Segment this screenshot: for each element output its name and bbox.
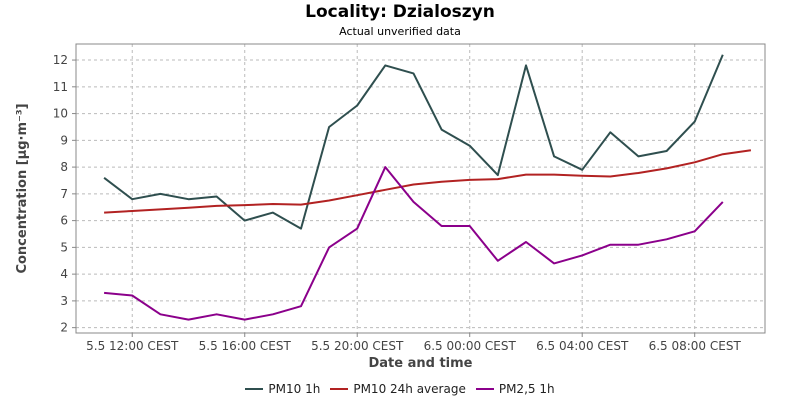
y-tick-label: 6: [60, 214, 68, 228]
y-tick-label: 8: [60, 160, 68, 174]
legend-swatch: [330, 388, 349, 390]
series-line-1: [104, 149, 752, 214]
legend: PM10 1h PM10 24h average PM2,5 1h: [0, 382, 800, 396]
chart-title: Locality: Dzialoszyn: [305, 2, 495, 22]
legend-swatch: [245, 388, 264, 390]
y-tick-label: 5: [60, 240, 68, 254]
legend-label: PM10 24h average: [353, 382, 466, 396]
y-tick-label: 12: [53, 53, 68, 67]
legend-item: PM2,5 1h: [475, 382, 555, 396]
x-tick-label: 6.5 04:00 CEST: [536, 339, 629, 353]
series-layer: [103, 54, 752, 321]
y-tick-label: 3: [60, 294, 68, 308]
y-tick-label: 9: [60, 133, 68, 147]
y-tick-label: 11: [53, 80, 68, 94]
y-tick-label: 4: [60, 267, 68, 281]
x-tick-label: 5.5 16:00 CEST: [199, 339, 292, 353]
series-line-0: [103, 54, 724, 230]
y-tick-label: 10: [53, 107, 68, 121]
x-axis-title: Date and time: [368, 356, 472, 371]
x-tick-label: 6.5 08:00 CEST: [649, 339, 742, 353]
legend-item: PM10 1h: [245, 382, 320, 396]
x-tick-label: 6.5 00:00 CEST: [424, 339, 517, 353]
legend-label: PM10 1h: [268, 382, 321, 396]
y-tick-label: 7: [60, 187, 68, 201]
x-tick-label: 5.5 20:00 CEST: [311, 339, 404, 353]
legend-item: PM10 24h average: [330, 382, 466, 396]
legend-swatch: [475, 388, 494, 390]
x-tick-label: 5.5 12:00 CEST: [86, 339, 179, 353]
x-axis: 5.5 12:00 CEST 5.5 16:00 CEST 5.5 20:00 CE…: [86, 333, 741, 353]
plot-area: [75, 43, 766, 334]
y-tick-label: 2: [60, 321, 68, 335]
chart-subtitle: Actual unverified data: [339, 25, 461, 38]
legend-label: PM2,5 1h: [498, 382, 555, 396]
y-axis: 2 3 4 5 6 7 8 9 10 11 12: [53, 53, 76, 335]
y-axis-title: Concentration [μg·m⁻³]: [15, 103, 30, 273]
series-line-2: [104, 166, 724, 321]
